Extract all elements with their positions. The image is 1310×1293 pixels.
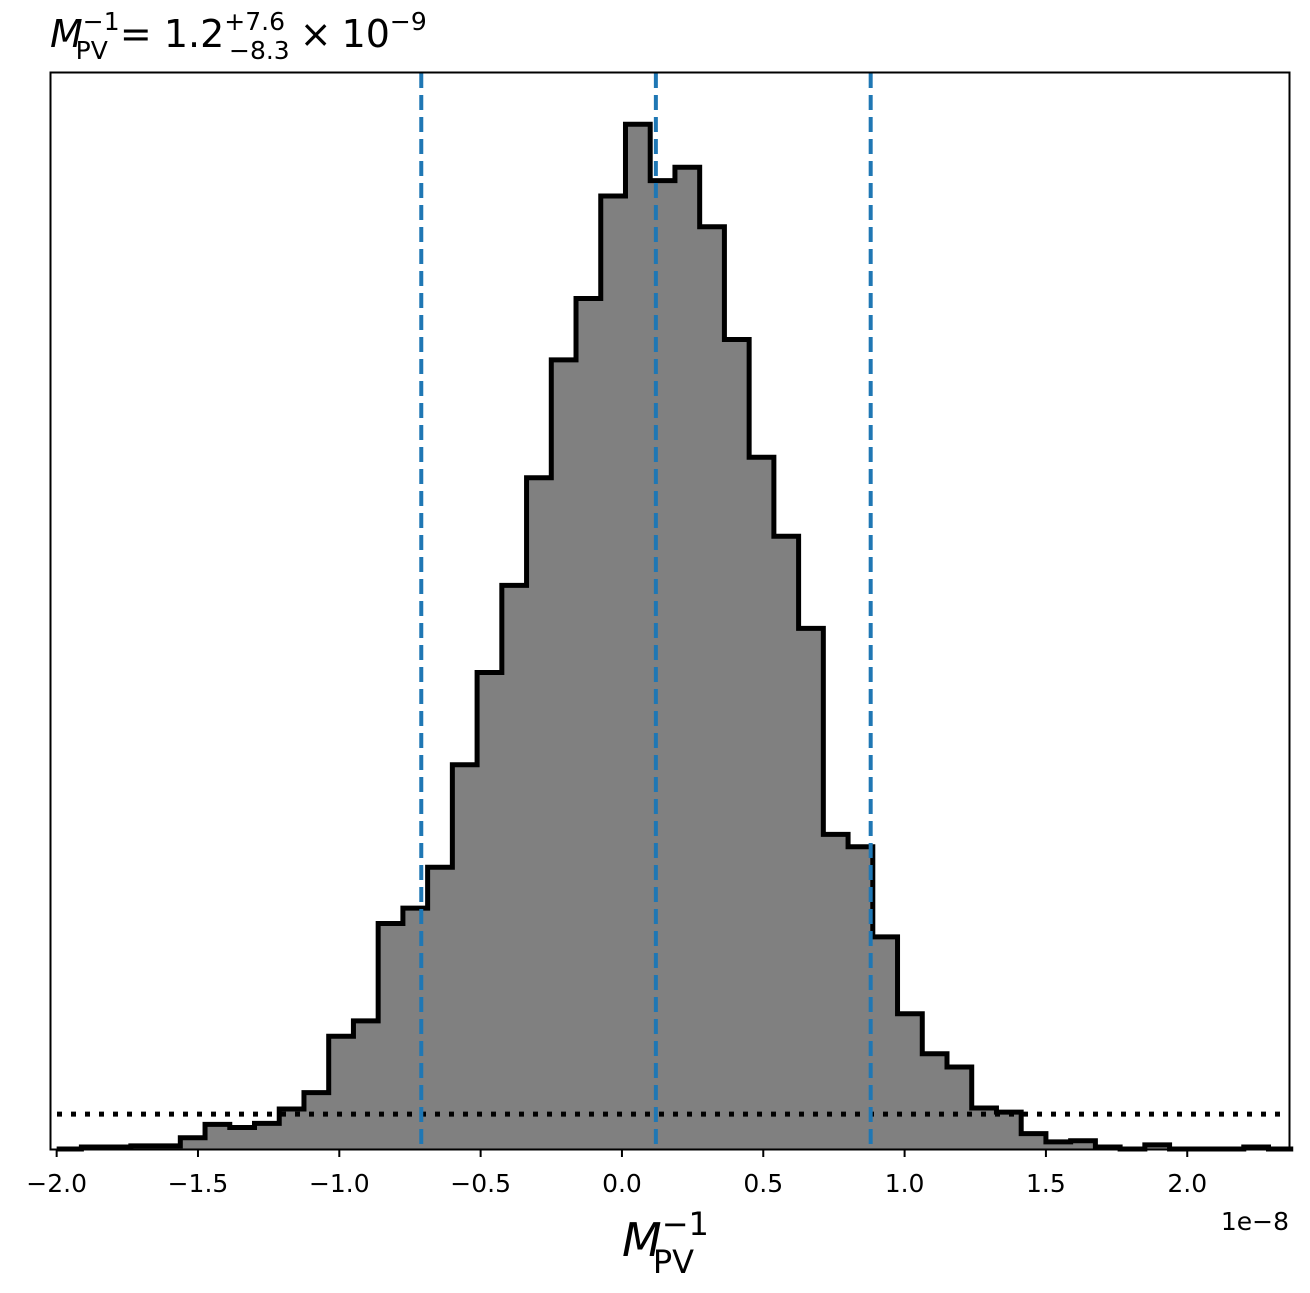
histogram-bar — [798, 628, 824, 1149]
histogram-bar — [427, 867, 453, 1149]
x-tick-label: 1.0 — [885, 1169, 925, 1198]
histogram-bar — [254, 1123, 280, 1149]
histogram-bar — [1021, 1133, 1047, 1149]
x-tick-label: 2.0 — [1167, 1169, 1207, 1198]
x-offset-text: 1e−8 — [1221, 1207, 1289, 1236]
histogram-bar — [699, 226, 725, 1149]
x-tick-label: −1.0 — [309, 1169, 370, 1198]
histogram-bar — [600, 195, 626, 1149]
histogram-bar — [353, 1020, 379, 1149]
title-plus: +7.6 — [224, 7, 285, 36]
title-exp: −9 — [390, 7, 427, 36]
xlabel-symbol: M — [622, 1213, 662, 1267]
title-symbol: M — [50, 12, 83, 56]
title-equals: = — [108, 12, 164, 56]
x-tick-label: −1.5 — [168, 1169, 229, 1198]
axes-frame — [49, 71, 1291, 1151]
histogram-bar — [303, 1092, 330, 1149]
histogram-bar — [576, 298, 602, 1149]
histogram-bar — [773, 536, 800, 1149]
histogram-bar — [674, 167, 701, 1150]
histogram-bar — [1045, 1141, 1072, 1149]
x-tick-label: 1.5 — [1026, 1169, 1066, 1198]
plot-content — [56, 73, 1294, 1152]
x-tick-label: −0.5 — [450, 1169, 511, 1198]
x-tick-label: 0.0 — [602, 1169, 642, 1198]
title-sub: PV — [76, 36, 108, 65]
histogram-bar — [996, 1112, 1022, 1149]
title-minus: −8.3 — [229, 36, 290, 65]
histogram-bar — [180, 1137, 206, 1149]
histogram-bar — [749, 457, 775, 1149]
x-axis-label: M−1 PV — [622, 1205, 709, 1281]
title-times: × — [300, 12, 332, 56]
histogram-bar — [452, 764, 478, 1149]
x-tick-label: 0.5 — [743, 1169, 783, 1198]
histogram-bar — [328, 1036, 354, 1149]
histogram-bar — [378, 923, 404, 1149]
histogram-bar — [229, 1127, 256, 1149]
histogram-bar — [501, 585, 528, 1149]
title-sup: −1 — [83, 7, 120, 36]
histogram-bar — [724, 339, 750, 1149]
title-value: 1.2 — [164, 12, 224, 56]
histogram-bar — [823, 834, 849, 1149]
x-tick-label: −2.0 — [26, 1169, 87, 1198]
chart-title: M−1 PV = 1.2+7.6 −8.3 × 10−9 — [50, 7, 427, 65]
histogram-bar — [1070, 1140, 1096, 1149]
histogram-bar — [897, 1013, 923, 1149]
histogram-bar — [205, 1124, 231, 1149]
histogram-bar — [526, 477, 552, 1149]
histogram-outline — [56, 121, 1294, 1152]
histogram-bar — [402, 908, 429, 1149]
xlabel-sub: PV — [653, 1243, 694, 1281]
histogram-bar — [946, 1067, 973, 1149]
histogram-bar — [922, 1053, 948, 1149]
histogram-bar — [477, 672, 503, 1149]
histogram-bar — [872, 936, 899, 1149]
title-base: 10 — [342, 12, 390, 56]
xlabel-sup: −1 — [662, 1205, 709, 1243]
histogram-bar — [551, 359, 577, 1149]
x-axis-ticks: −2.0 −1.5 −1.0 −0.5 0.0 0.5 1.0 1.5 2.0 — [26, 1149, 1207, 1198]
histogram-bar — [625, 124, 651, 1150]
